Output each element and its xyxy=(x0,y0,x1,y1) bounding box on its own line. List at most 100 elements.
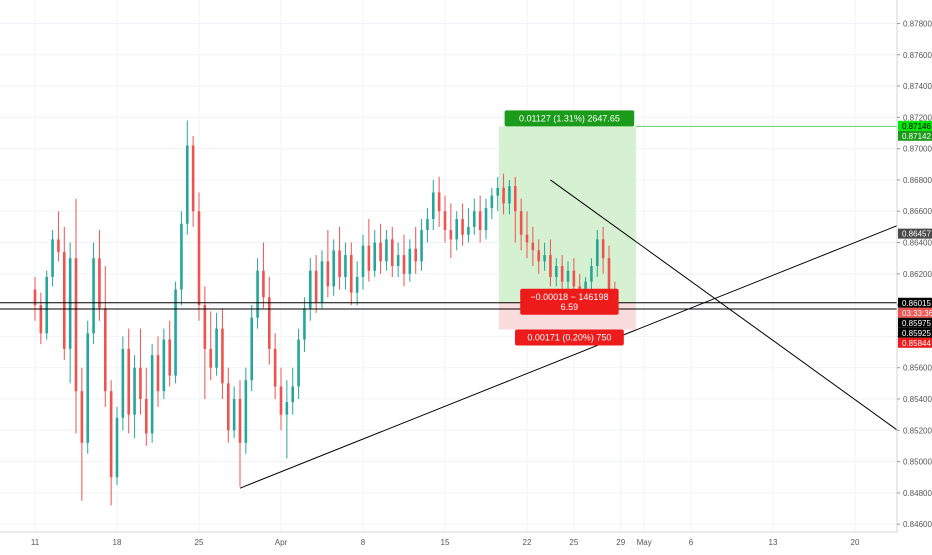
price-marker-label: 0.86015 xyxy=(902,299,931,308)
candle-body xyxy=(185,145,189,224)
candle-body xyxy=(209,348,213,368)
candle-body xyxy=(244,380,248,443)
current-pnl-label-text: −0.00018 ~ 146198 xyxy=(530,292,608,302)
current-pnl-label-box xyxy=(520,288,619,315)
y-tick-label: 0.86600 xyxy=(903,207,932,216)
y-tick-label: 0.84600 xyxy=(903,520,932,529)
price-marker-label: 03:33:36 xyxy=(902,309,932,318)
current-pnl-label-text: 6.59 xyxy=(561,302,579,312)
candle-body xyxy=(490,195,494,209)
price-marker-box xyxy=(898,307,932,318)
candle-body xyxy=(80,391,84,443)
candle-body xyxy=(115,417,119,478)
loss-label-text: 0.00171 (0.20%) 750 xyxy=(527,333,611,343)
candle-body xyxy=(74,258,78,392)
x-tick-label: 20 xyxy=(851,538,860,547)
candle-body xyxy=(267,297,271,349)
price-marker-box xyxy=(898,228,932,239)
y-tick-label: 0.87600 xyxy=(903,51,932,60)
candle-body xyxy=(601,239,605,259)
candle-body xyxy=(396,255,400,266)
candle-body xyxy=(144,399,148,434)
x-tick-label: 13 xyxy=(769,538,778,547)
price-marker-box xyxy=(898,297,932,308)
candle-body xyxy=(62,251,66,349)
candle-body xyxy=(484,208,488,231)
x-tick-label: 29 xyxy=(616,538,625,547)
candle-body xyxy=(449,230,453,240)
candle-body xyxy=(139,367,142,399)
candle-body xyxy=(150,355,154,434)
candle-body xyxy=(590,266,593,282)
trendline xyxy=(550,179,903,434)
x-tick-label: 15 xyxy=(441,538,450,547)
candle-body xyxy=(127,348,131,415)
candle-body xyxy=(344,255,347,277)
candle-body xyxy=(595,239,599,266)
price-marker-label: 0.86457 xyxy=(902,230,931,239)
candle-body xyxy=(572,270,576,287)
candle-body xyxy=(414,248,418,262)
candle-body xyxy=(197,211,201,306)
price-marker-box xyxy=(898,317,932,328)
x-tick-label: 25 xyxy=(195,538,204,547)
candle-body xyxy=(431,192,435,220)
candle-body xyxy=(98,258,101,309)
trendline xyxy=(239,223,903,489)
price-marker-label: 0.87142 xyxy=(902,132,931,141)
y-tick-label: 0.85000 xyxy=(903,458,932,467)
candle-body xyxy=(180,223,183,290)
candle-body xyxy=(355,276,359,293)
profit-label-text: 0.01127 (1.31%) 2647.65 xyxy=(519,113,620,123)
candle-body xyxy=(232,399,236,431)
price-marker-box xyxy=(898,120,932,131)
candle-body xyxy=(308,270,312,309)
candle-body xyxy=(226,383,230,431)
candle-body xyxy=(390,239,394,266)
y-tick-label: 0.86400 xyxy=(903,239,932,248)
candle-body xyxy=(121,348,125,418)
price-marker-label: 0.85925 xyxy=(902,329,931,338)
y-tick-label: 0.87800 xyxy=(903,19,932,28)
candle-body xyxy=(607,258,611,290)
x-axis-panel xyxy=(0,532,932,550)
candle-body xyxy=(467,226,470,235)
x-tick-label: 18 xyxy=(113,538,122,547)
price-marker-label: 0.85844 xyxy=(902,339,931,348)
candle-body xyxy=(537,250,541,262)
candle-body xyxy=(420,230,423,262)
candle-body xyxy=(256,270,259,318)
candle-body xyxy=(314,270,318,302)
y-tick-label: 0.85400 xyxy=(903,395,932,404)
candle-body xyxy=(273,348,277,387)
candle-body xyxy=(221,328,224,384)
candle-body xyxy=(402,255,406,274)
candle-body xyxy=(320,261,324,302)
candle-body xyxy=(478,211,482,231)
candle-body xyxy=(39,305,43,334)
candle-body xyxy=(525,234,529,243)
price-marker-box xyxy=(898,130,932,141)
profit-label-box xyxy=(504,110,635,127)
candle-body xyxy=(332,250,336,287)
x-tick-label: 22 xyxy=(523,538,532,547)
y-tick-label: 0.86800 xyxy=(903,176,932,185)
candle-body xyxy=(279,386,283,415)
candle-body xyxy=(513,186,517,212)
price-marker-label: 0.87146 xyxy=(902,122,931,131)
candle-body xyxy=(326,261,330,287)
price-marker-label: 0.85975 xyxy=(902,319,931,328)
candle-body xyxy=(379,242,382,262)
candle-body xyxy=(472,211,476,227)
candle-body xyxy=(103,308,107,392)
candle-body xyxy=(262,270,265,298)
candle-body xyxy=(461,219,464,235)
y-tick-label: 0.87000 xyxy=(903,145,932,154)
candle-body xyxy=(549,255,552,277)
candle-body xyxy=(508,186,511,204)
y-tick-label: 0.85200 xyxy=(903,426,932,435)
candle-body xyxy=(215,328,218,368)
candle-body xyxy=(92,258,95,334)
